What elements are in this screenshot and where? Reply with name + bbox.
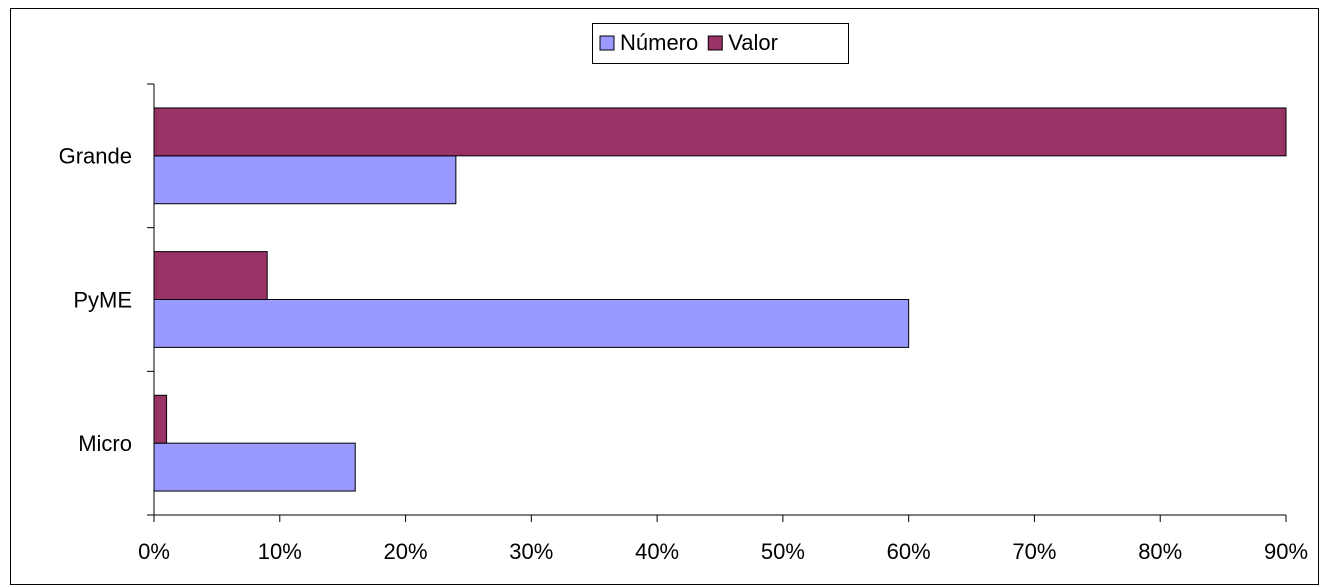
- legend-label: Valor: [728, 30, 778, 55]
- bar: [153, 251, 268, 301]
- legend-swatch: [599, 35, 615, 51]
- bar: [153, 442, 356, 492]
- bar: [153, 155, 457, 205]
- bar: [153, 107, 1287, 157]
- x-tick-label: 90%: [1264, 539, 1308, 564]
- y-tick-label: PyME: [73, 287, 132, 312]
- x-tick-label: 60%: [887, 539, 931, 564]
- x-tick-label: 80%: [1138, 539, 1182, 564]
- x-tick-label: 50%: [761, 539, 805, 564]
- bar: [153, 394, 168, 444]
- x-tick-label: 30%: [509, 539, 553, 564]
- x-tick-label: 40%: [635, 539, 679, 564]
- legend-label: Número: [620, 30, 698, 55]
- y-tick-label: Grande: [59, 144, 132, 169]
- x-tick-label: 10%: [258, 539, 302, 564]
- x-tick-label: 0%: [138, 539, 170, 564]
- legend-swatch: [707, 35, 723, 51]
- bar: [153, 299, 910, 348]
- x-tick-label: 20%: [384, 539, 428, 564]
- x-tick-label: 70%: [1012, 539, 1056, 564]
- y-tick-label: Micro: [78, 431, 132, 456]
